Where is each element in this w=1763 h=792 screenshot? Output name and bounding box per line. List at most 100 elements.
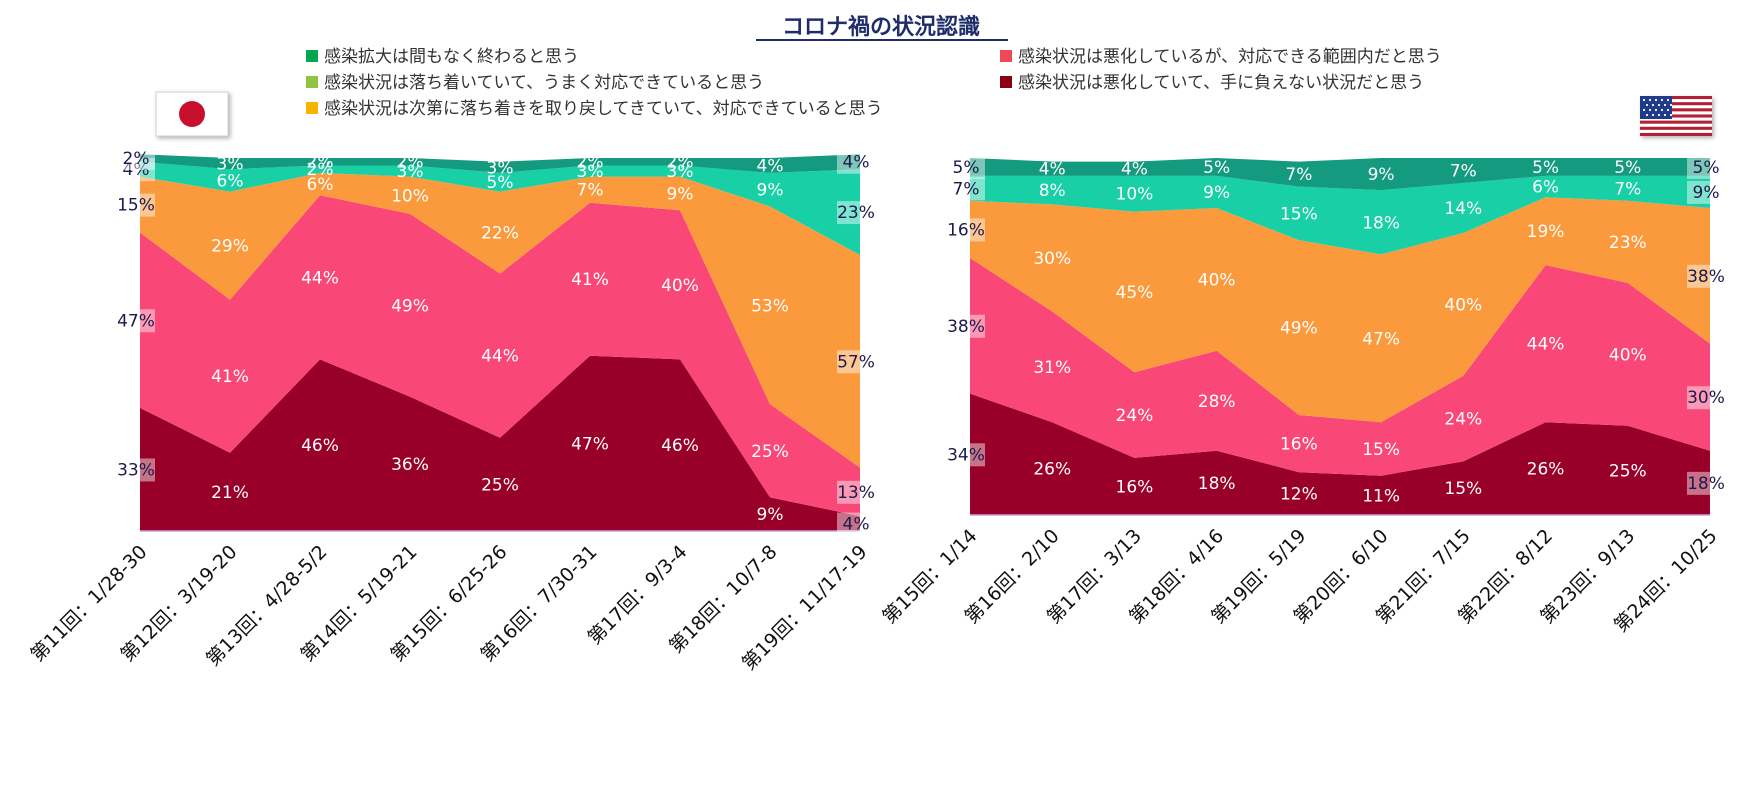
value-label-s4-manageable: 30% [1687,388,1725,408]
value-label-s4-manageable: 16% [1280,435,1318,455]
value-label-s5-unmanageable: 21% [211,483,249,503]
legend-swatch-s2 [306,76,318,88]
value-label-s3-improving: 15% [117,196,155,216]
value-label-s4-manageable: 15% [1362,440,1400,460]
value-label-s5-unmanageable: 12% [1280,485,1318,505]
value-label-s1-ending: 7% [1450,161,1477,181]
value-label-bg [837,150,875,174]
value-label-bg [117,309,155,333]
value-label-s3-improving: 23% [1609,233,1647,253]
value-label-s1-ending: 3% [487,158,514,178]
value-label-bg [1687,180,1725,204]
value-label-s5-unmanageable: 18% [1687,474,1725,494]
value-label-bg [947,314,985,338]
legend-swatch-s3 [306,102,318,114]
value-label-s1-ending: 2% [577,153,604,173]
value-label-s5-unmanageable: 4% [843,515,870,535]
value-label-bg [1687,155,1725,179]
value-label-s2-stable: 9% [757,181,784,201]
value-label-s3-improving: 38% [1687,267,1725,287]
value-label-s2-stable: 7% [953,179,980,199]
value-label-s3-improving: 45% [1116,283,1154,303]
value-label-s3-improving: 10% [391,186,429,206]
area-s5-unmanageable [140,355,860,531]
value-label-s2-stable: 6% [1532,178,1559,198]
value-label-s4-manageable: 24% [1116,406,1154,426]
legend-swatch-s4 [1000,50,1012,62]
value-label-s5-unmanageable: 26% [1527,460,1565,480]
value-label-s1-ending: 2% [397,153,424,173]
value-label-s3-improving: 47% [1362,329,1400,349]
value-label-s1-ending: 7% [1285,165,1312,185]
value-label-bg [837,480,875,504]
value-label-s2-stable: 3% [577,162,604,182]
value-label-bg [837,201,875,225]
value-label-s4-manageable: 44% [301,268,339,288]
value-label-s3-improving: 9% [667,184,694,204]
value-label-s2-stable: 3% [667,162,694,182]
usa-flag [1640,96,1712,136]
value-label-bg [947,155,985,179]
value-label-s2-stable: 8% [1039,181,1066,201]
value-label-s4-manageable: 38% [947,317,985,337]
value-label-bg [947,177,985,201]
area-s3-improving [970,197,1710,423]
value-label-s1-ending: 2% [667,153,694,173]
chart-japan: 33% 21% 46% 36% 25% 47% 46% 9% 4% 47% 41% 44% 49% 44%… [26,147,875,675]
legend-swatch-s5 [1000,76,1012,88]
chart-usa: 34% 26% 16% 18% 12% 11% 15% 26% 25% 18% 38% 31% 24% 2… [878,155,1725,637]
value-label-s2-stable: 6% [217,171,244,191]
value-label-s1-ending: 2% [123,149,150,169]
value-label-s4-manageable: 41% [571,270,609,290]
japan-flag [155,91,229,137]
value-label-s5-unmanageable: 36% [391,455,429,475]
area-s4-manageable [140,195,860,517]
value-label-s4-manageable: 41% [211,367,249,387]
value-label-s5-unmanageable: 9% [757,505,784,525]
value-label-s5-unmanageable: 16% [1116,477,1154,497]
value-label-s1-ending: 5% [1203,158,1230,178]
value-label-s5-unmanageable: 11% [1362,486,1400,506]
value-label-s1-ending: 5% [953,158,980,178]
legend-label-s4: 感染状況は悪化しているが、対応できる範囲内だと思う [1018,47,1442,67]
value-label-s1-ending: 2% [307,153,334,173]
value-label-bg [117,458,155,482]
value-label-s4-manageable: 31% [1033,358,1071,378]
value-label-s3-improving: 49% [1280,319,1318,339]
area-s3-improving [140,172,860,468]
value-label-s4-manageable: 49% [391,296,429,316]
value-label-bg [1687,471,1725,495]
value-label-s4-manageable: 44% [1527,335,1565,355]
value-label-s1-ending: 4% [843,153,870,173]
value-label-s2-stable: 7% [1614,179,1641,199]
value-label-s3-improving: 22% [481,224,519,244]
value-label-s5-unmanageable: 46% [661,436,699,456]
value-label-bg [837,350,875,374]
value-label-s5-unmanageable: 33% [117,460,155,480]
area-s2-stable [970,175,1710,255]
value-label-s5-unmanageable: 34% [947,445,985,465]
value-label-s2-stable: 9% [1203,183,1230,203]
value-label-s5-unmanageable: 46% [301,436,339,456]
value-label-s1-ending: 4% [1121,160,1148,180]
value-label-s2-stable: 10% [1116,185,1154,205]
value-label-s4-manageable: 28% [1198,392,1236,412]
area-s1-ending [140,154,860,173]
value-label-s1-ending: 3% [217,155,244,175]
value-label-s4-manageable: 13% [837,483,875,503]
value-label-s2-stable: 9% [1693,183,1720,203]
area-s2-stable [140,161,860,255]
legend-label-s2: 感染状況は落ち着いていて、うまく対応できていると思う [324,73,764,93]
value-label-bg [117,193,155,217]
value-label-s3-improving: 7% [577,181,604,201]
legend-label-s1: 感染拡大は間もなく終わると思う [324,47,579,67]
value-label-s4-manageable: 24% [1444,410,1482,430]
value-label-s5-unmanageable: 25% [1609,461,1647,481]
value-label-s1-ending: 4% [1039,160,1066,180]
value-label-s4-manageable: 47% [117,311,155,331]
legend-swatch-s1 [306,50,318,62]
value-label-s2-stable: 18% [1362,213,1400,233]
value-label-s3-improving: 30% [1033,249,1071,269]
value-label-s3-improving: 57% [837,352,875,372]
